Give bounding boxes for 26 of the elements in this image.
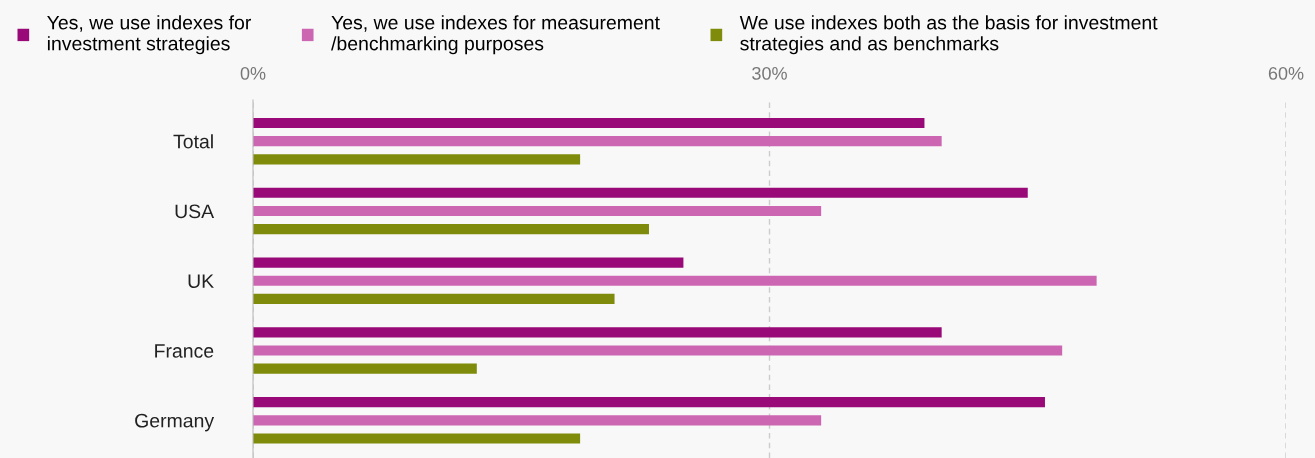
y-tick-label: UK [188,274,214,288]
legend-label: We use indexes both as the basis for investment strategies and as benchmarks [739,15,1158,55]
y-tick-label: Germany [135,413,215,432]
bar [253,136,942,147]
x-tick-label: 60% [1268,66,1304,80]
bar [253,433,581,444]
legend-label: Yes, we use indexes for measurement /benchmarking purposes [331,15,660,55]
y-tick-label: France [155,344,214,358]
bar [253,397,1045,408]
bar [253,205,822,217]
y-tick-label: USA [175,204,215,219]
bar [253,224,649,235]
bar [253,415,822,426]
legend-label: Yes, we use indexes for investment strategies [47,15,252,55]
bar [253,275,1097,286]
bar [253,327,942,338]
bar [253,293,615,304]
x-tick-label: 30% [752,66,787,80]
bar [253,187,1028,198]
x-tick-label: 0% [240,66,266,80]
y-tick-label: Total [173,134,213,149]
bar [253,363,477,374]
bar [253,257,684,268]
bar [253,117,925,129]
bar [253,154,581,165]
bar [253,345,1063,356]
